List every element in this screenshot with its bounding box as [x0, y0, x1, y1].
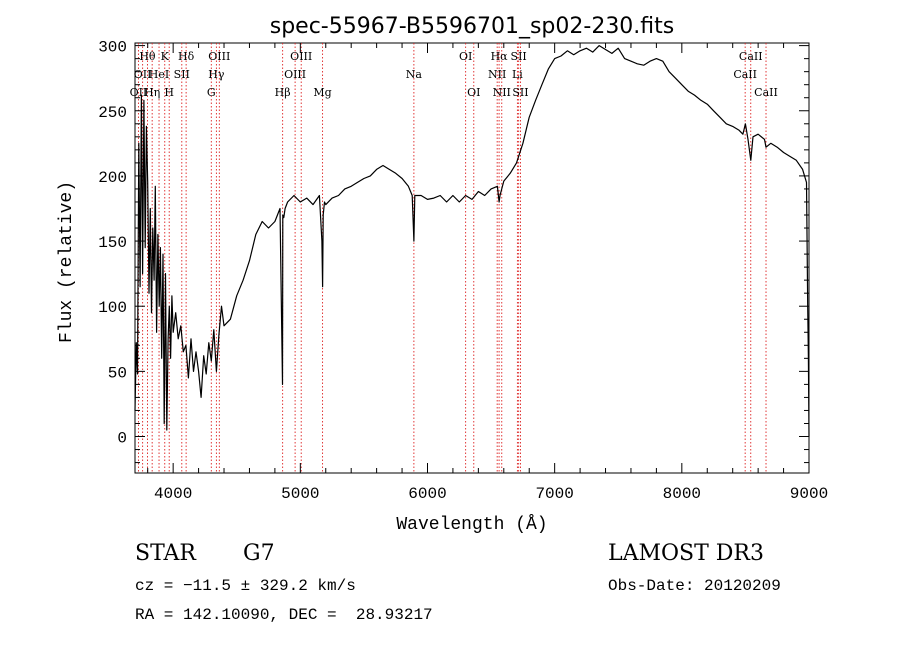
object-class: STAR: [135, 541, 197, 566]
line-label-17: OI: [459, 50, 472, 63]
spectral-line-markers: [137, 43, 767, 473]
line-label-21: NII: [493, 86, 511, 99]
y-tick-label-5: 250: [98, 104, 127, 122]
line-label-0: OII: [130, 86, 148, 99]
x-tick-label-4: 8000: [663, 485, 701, 503]
line-label-9: G: [207, 86, 216, 99]
coordinates: RA = 142.10090, DEC = 28.93217: [135, 606, 433, 624]
spectrum-series: [134, 44, 810, 437]
plot-frame: [134, 42, 810, 474]
line-label-26: CaII: [739, 50, 763, 63]
line-label-8: Hδ: [178, 50, 195, 63]
line-label-11: OIII: [208, 50, 230, 63]
survey-name: LAMOST DR3: [608, 541, 764, 566]
x-tick-label-1: 5000: [281, 485, 319, 503]
line-label-4: HeI: [149, 68, 169, 81]
y-tick-label-6: 300: [98, 39, 127, 57]
x-tick-label-0: 4000: [154, 485, 192, 503]
line-label-2: Hθ: [139, 50, 156, 63]
x-axis-label: Wavelength (Å): [396, 514, 547, 535]
line-label-13: OIII: [284, 68, 306, 81]
y-tick-label-2: 100: [98, 299, 127, 317]
line-label-6: H: [164, 86, 174, 99]
x-axis-ticks: 4000 5000 6000 7000 8000 9000: [147, 43, 828, 503]
line-label-10: Hγ: [208, 68, 225, 81]
line-label-16: Na: [406, 68, 423, 81]
spectral-line-labels: OIIOIIHθHηHeIKHSIIHδGHγOIIIHβOIIIOIIIMgN…: [130, 50, 778, 99]
y-tick-label-1: 50: [108, 364, 127, 382]
line-label-18: OI: [467, 86, 480, 99]
series-line-flux: [134, 44, 810, 437]
x-tick-label-2: 6000: [408, 485, 446, 503]
line-label-15: Mg: [313, 86, 331, 99]
line-label-22: Li: [512, 68, 523, 81]
x-tick-label-5: 9000: [790, 485, 828, 503]
object-subclass: G7: [243, 541, 275, 566]
line-label-20: Hα: [491, 50, 509, 63]
redshift-velocity: cz = −11.5 ± 329.2 km/s: [135, 577, 356, 595]
y-tick-label-4: 200: [98, 169, 127, 187]
observation-date: Obs-Date: 20120209: [608, 577, 781, 595]
line-label-27: CaII: [754, 86, 778, 99]
x-tick-label-3: 7000: [535, 485, 573, 503]
line-label-12: Hβ: [275, 86, 291, 99]
chart-title: spec-55967-B5596701_sp02-230.fits: [270, 14, 675, 39]
line-label-3: Hη: [144, 86, 160, 99]
line-label-23: SII: [511, 50, 527, 63]
y-tick-label-0: 0: [117, 430, 127, 448]
y-axis-label: Flux (relative): [57, 181, 77, 343]
y-tick-label-3: 150: [98, 234, 127, 252]
line-label-7: SII: [174, 68, 190, 81]
line-label-24: SII: [512, 86, 528, 99]
line-label-19: NII: [488, 68, 506, 81]
line-label-5: K: [161, 50, 170, 63]
y-axis-ticks: 0 50 100 150 200 250 300: [98, 39, 809, 464]
line-label-25: CaII: [733, 68, 757, 81]
line-label-14: OIII: [290, 50, 312, 63]
